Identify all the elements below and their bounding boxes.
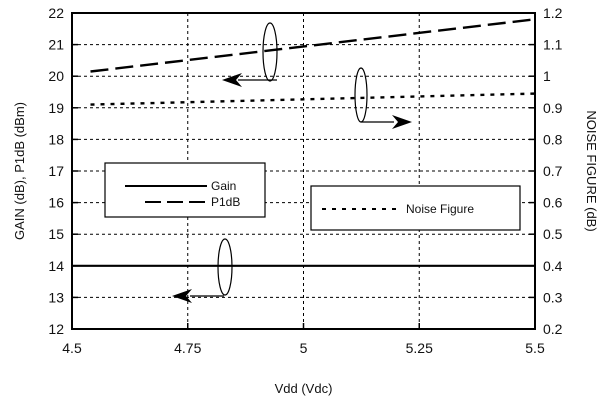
y-right-tick-label: 0.8: [543, 131, 563, 147]
y-left-tick-label: 16: [48, 195, 64, 211]
y-axis-title-right: NOISE FIGURE (dB): [584, 110, 599, 231]
y-right-tick-label: 1.1: [543, 37, 563, 53]
arrow-head: [392, 115, 412, 129]
legend-box-left: [104, 162, 266, 218]
y-left-tick-label: 17: [48, 163, 64, 179]
annotation-ellipse-gain: [217, 238, 233, 296]
y-right-tick-label: 0.2: [543, 321, 563, 337]
x-tick-label: 4.75: [174, 340, 201, 356]
y-left-tick-label: 15: [48, 226, 64, 242]
series-lines: [72, 18, 536, 267]
y-right-tick-label: 0.4: [543, 258, 563, 274]
y-left-tick-label: 14: [48, 258, 64, 274]
legend-label-noise-figure: Noise Figure: [406, 202, 474, 216]
arrow-head: [172, 289, 192, 303]
y-right-tick-label: 0.7: [543, 163, 563, 179]
arrow-head: [222, 73, 242, 87]
y-right-tick-label: 1.2: [543, 5, 563, 21]
y-left-tick-label: 12: [48, 321, 64, 337]
x-tick-label: 5.25: [406, 340, 433, 356]
legend-label-p1db: P1dB: [211, 195, 240, 209]
y-right-tick-label: 0.6: [543, 195, 563, 211]
x-tick-label: 5.5: [525, 340, 545, 356]
x-tick-label: 4.5: [62, 340, 82, 356]
y-left-tick-label: 20: [48, 68, 64, 84]
y-left-tick-label: 22: [48, 5, 64, 21]
legend-label-gain: Gain: [211, 179, 236, 193]
x-axis-title: Vdd (Vdc): [275, 381, 333, 396]
x-tick-label: 5: [300, 340, 308, 356]
y-left-tick-label: 13: [48, 289, 64, 305]
y-left-tick-label: 21: [48, 37, 64, 53]
y-right-tick-label: 1: [543, 68, 551, 84]
annotation-ellipse-p1db: [262, 22, 278, 82]
y-right-tick-label: 0.5: [543, 226, 563, 242]
legends: Gain P1dB Noise Figure: [104, 162, 521, 231]
series-line-noise-figure: [90, 92, 536, 106]
y-right-tick-label: 0.3: [543, 289, 563, 305]
y-left-tick-label: 19: [48, 100, 64, 116]
annotations: [172, 22, 412, 303]
y-left-tick-label: 18: [48, 131, 64, 147]
y-axis-title-left: GAIN (dB), P1dB (dBm): [12, 102, 27, 240]
y-right-tick-label: 0.9: [543, 100, 563, 116]
series-line-p1db: [90, 18, 536, 73]
